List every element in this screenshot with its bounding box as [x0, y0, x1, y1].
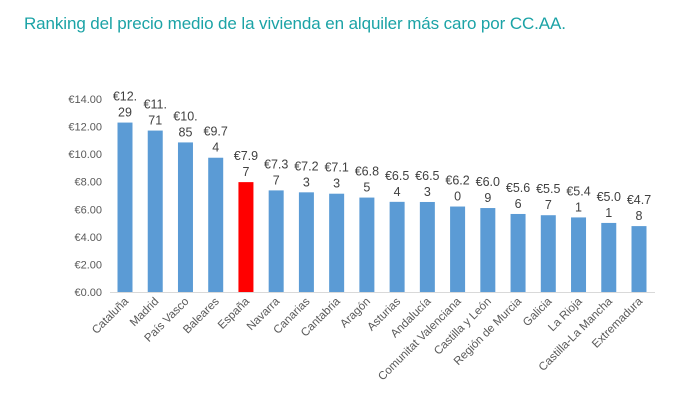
data-label: €10. 85 — [173, 109, 197, 139]
data-label: €6.8 5 — [355, 165, 379, 195]
bar — [329, 193, 345, 292]
data-label: €7.9 7 — [234, 149, 258, 179]
data-label: €9.7 4 — [204, 125, 228, 155]
data-label: €4.7 8 — [627, 193, 651, 223]
y-tick-label: €6.00 — [74, 204, 102, 216]
bar — [147, 130, 163, 292]
bar — [601, 222, 617, 292]
y-tick-label: €8.00 — [74, 177, 102, 189]
data-label: €5.4 1 — [566, 184, 590, 214]
data-label: €6.0 9 — [476, 175, 500, 205]
data-label: €7.3 7 — [264, 157, 288, 187]
bar — [117, 122, 133, 292]
data-label: €6.5 3 — [415, 169, 439, 199]
bar — [480, 208, 496, 292]
data-label: €5.5 7 — [536, 182, 560, 212]
bar — [298, 192, 314, 292]
y-tick-label: €0.00 — [74, 287, 102, 299]
bar — [419, 201, 435, 292]
y-tick-label: €12.00 — [68, 122, 102, 134]
category-label: Cataluña — [90, 295, 131, 336]
bar — [631, 226, 647, 292]
bar — [268, 190, 284, 292]
bar — [359, 197, 375, 292]
data-label: €7.1 3 — [324, 161, 348, 191]
bar — [510, 213, 526, 292]
bar — [177, 142, 193, 292]
bar — [450, 206, 466, 292]
data-label: €5.6 6 — [506, 181, 530, 211]
y-tick-label: €14.00 — [68, 94, 102, 106]
bar — [540, 215, 556, 292]
y-tick-label: €10.00 — [68, 149, 102, 161]
y-tick-label: €4.00 — [74, 232, 102, 244]
bar — [571, 217, 587, 292]
data-label: €5.0 1 — [597, 190, 621, 220]
data-label: €11. 71 — [144, 98, 167, 128]
data-label: €7.2 3 — [294, 159, 318, 189]
data-label: €6.5 4 — [385, 169, 409, 199]
bar — [208, 157, 224, 292]
chart-title: Ranking del precio medio de la vivienda … — [24, 14, 566, 33]
bar — [238, 182, 254, 292]
y-tick-label: €2.00 — [74, 259, 102, 271]
data-label: €12. 29 — [113, 90, 137, 120]
data-label: €6.2 0 — [445, 174, 469, 204]
bar — [389, 201, 405, 292]
